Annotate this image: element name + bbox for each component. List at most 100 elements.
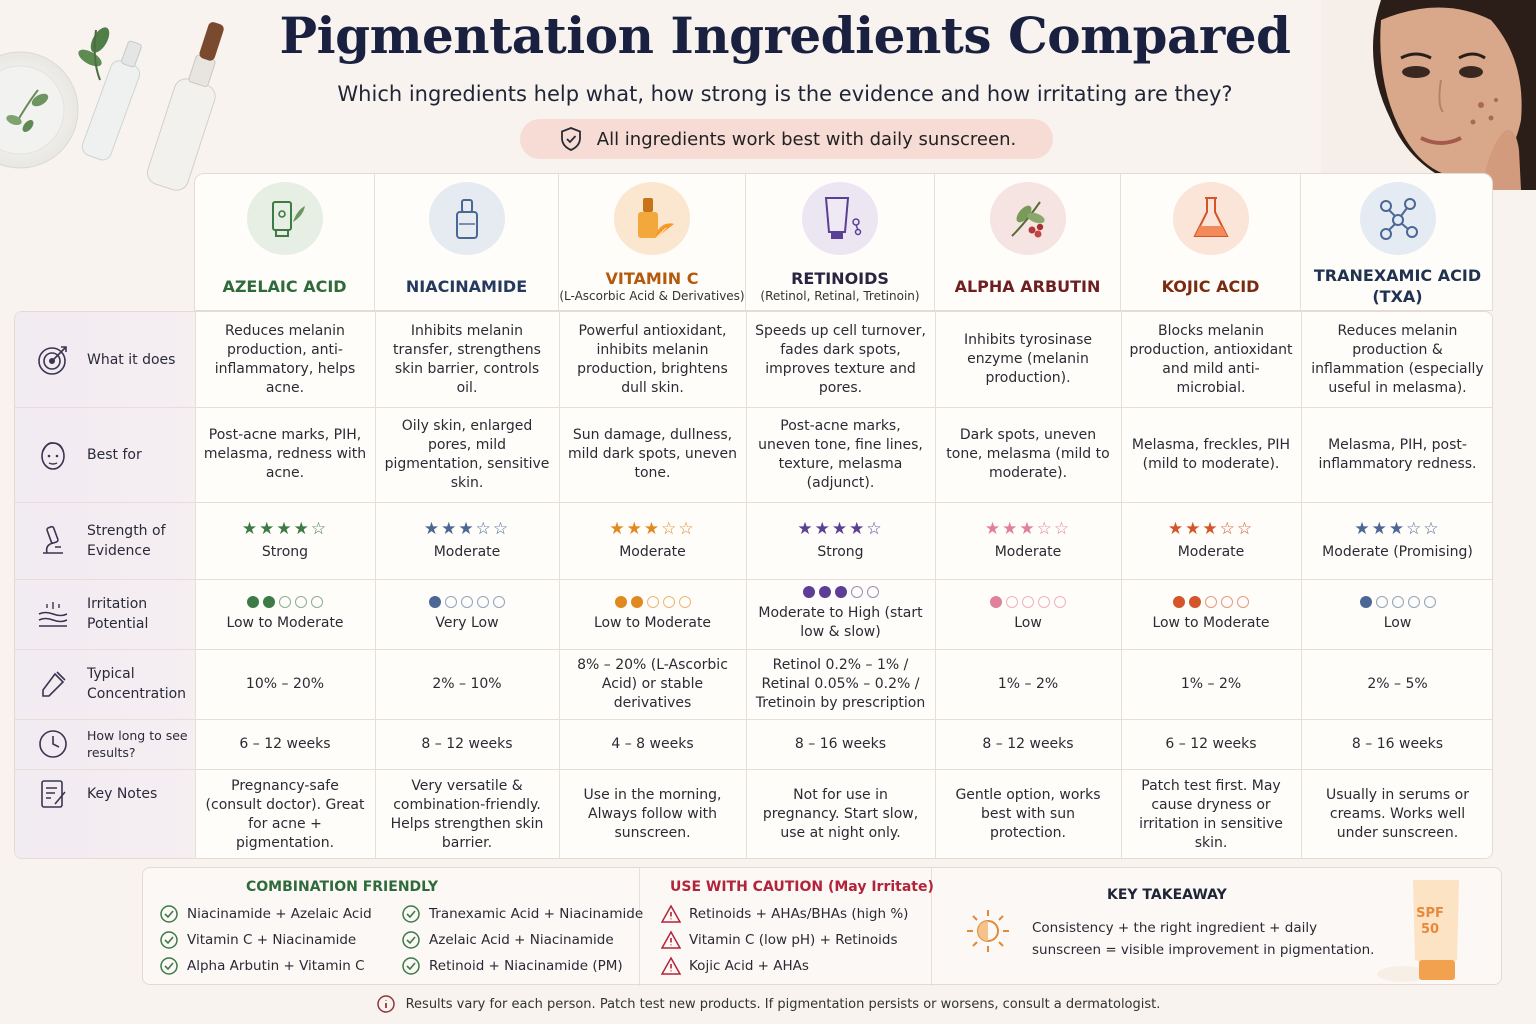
irritation-dots	[1173, 595, 1249, 608]
cell-best: Sun damage, dullness, mild dark spots, u…	[567, 427, 738, 481]
cell-timeline: 6 – 12 weeks	[1165, 735, 1257, 752]
caution-item: Retinoids + AHAs/BHAs (high %)	[661, 904, 908, 924]
cell-timeline: 4 – 8 weeks	[611, 735, 694, 752]
row-label-concentration: Typical Concentration	[15, 649, 195, 719]
irritation-dot	[279, 595, 291, 608]
cell-notes: Pregnancy-safe (consult doctor). Great f…	[205, 777, 365, 851]
warning-triangle-icon	[661, 904, 681, 923]
combination-title: COMBINATION FRIENDLY	[246, 879, 439, 895]
irritation-dot	[461, 595, 473, 608]
column-header: RETINOIDS (Retinol, Retinal, Tretinoin)	[746, 174, 935, 312]
takeaway-title: KEY TAKEAWAY	[1107, 887, 1227, 903]
cell-best: Dark spots, uneven tone, melasma (mild t…	[946, 427, 1110, 481]
irritation-dot	[1205, 595, 1217, 608]
combination-item: Alpha Arbutin + Vitamin C	[159, 956, 365, 976]
sun-shield-icon	[967, 910, 1009, 952]
combination-item: Tranexamic Acid + Niacinamide	[401, 904, 643, 924]
column-header: TRANEXAMIC ACID (TXA)	[1301, 174, 1494, 312]
bearberry-leaf-icon	[989, 182, 1066, 255]
cell-notes: Not for use in pregnancy. Start slow, us…	[762, 787, 919, 841]
sunscreen-tube-illustration	[1377, 880, 1459, 982]
combination-item: Niacinamide + Azelaic Acid	[159, 904, 372, 924]
rating-stars: ★★★☆☆	[423, 519, 511, 539]
dropper-icon	[35, 666, 71, 702]
flask-icon	[1172, 182, 1249, 255]
retinoid-tube-icon	[802, 182, 878, 255]
table-header: AZELAIC ACID NIACINAMIDE VITAMIN C (L-Ascor…	[194, 173, 1494, 312]
irritation-dot	[263, 595, 275, 608]
cell-notes: Patch test first. May cause dryness or i…	[1139, 777, 1283, 851]
sunscreen-note: All ingredients work best with daily sun…	[520, 119, 1053, 159]
check-circle-icon	[160, 931, 178, 949]
dropper-bottle-icon	[428, 182, 505, 255]
cell-concentration: 2% – 5%	[1367, 675, 1428, 692]
cell-what: Inhibits tyrosinase enzyme (melanin prod…	[963, 332, 1093, 386]
cell-irritation: Low to Moderate	[195, 579, 375, 649]
irritation-dot	[429, 595, 441, 608]
cell-irritation: Low to Moderate	[559, 579, 746, 649]
irritation-dots	[614, 595, 691, 608]
cell-best: Post-acne marks, uneven tone, fine lines…	[758, 417, 923, 491]
combination-item: Retinoid + Niacinamide (PM)	[401, 956, 623, 976]
sunscreen-note-text: All ingredients work best with daily sun…	[596, 128, 1017, 150]
irritation-dot	[247, 595, 259, 608]
target-icon	[35, 342, 71, 378]
cell-best: Post-acne marks, PIH, melasma, redness w…	[203, 427, 367, 481]
irritation-dot	[493, 595, 505, 608]
row-label-what: What it does	[15, 312, 195, 407]
shield-check-icon	[560, 127, 581, 151]
irritation-dot	[445, 595, 457, 608]
irritation-dot	[1391, 595, 1404, 608]
cell-concentration: 1% – 2%	[1180, 675, 1242, 692]
cell-what: Inhibits melanin transfer, strengthens s…	[393, 322, 541, 396]
irritation-dot	[1189, 595, 1201, 608]
ingredient-name: VITAMIN C (L-Ascorbic Acid & Derivatives)	[559, 269, 745, 304]
cell-evidence: ★★★☆☆ Moderate	[609, 519, 696, 560]
skin-layers-icon	[35, 596, 71, 632]
ingredient-name: TRANEXAMIC ACID (TXA)	[1313, 266, 1482, 307]
irritation-dots	[802, 586, 879, 598]
cell-best: Melasma, PIH, post-inflammatory redness.	[1318, 436, 1477, 472]
notes-icon	[35, 776, 71, 812]
page-subtitle: Which ingredients help what, how strong …	[337, 82, 1233, 106]
irritation-dot	[1237, 595, 1249, 608]
column-header: ALPHA ARBUTIN	[935, 174, 1121, 312]
cell-timeline: 6 – 12 weeks	[239, 735, 331, 752]
row-label-timeline: How long to see results?	[15, 719, 195, 769]
irritation-dot	[646, 595, 659, 608]
cell-concentration: Retinol 0.2% – 1% / Retinal 0.05% – 0.2%…	[755, 656, 926, 711]
irritation-dots	[990, 595, 1066, 608]
cell-evidence: ★★★★☆ Strong	[241, 519, 329, 560]
face-illustration	[1321, 0, 1536, 190]
irritation-dot	[866, 586, 879, 598]
takeaway-text: Consistency + the right ingredient + dai…	[1032, 920, 1375, 958]
cell-notes: Very versatile & combination-friendly. H…	[390, 777, 544, 851]
warning-triangle-icon	[661, 930, 681, 949]
cell-what: Reduces melanin production & inflammatio…	[1311, 322, 1484, 396]
check-circle-icon	[402, 931, 420, 949]
irritation-dots	[247, 595, 323, 608]
irritation-dot	[662, 595, 675, 608]
cell-timeline: 8 – 12 weeks	[421, 735, 513, 752]
irritation-dot	[1006, 595, 1018, 608]
cell-notes: Usually in serums or creams. Works well …	[1326, 787, 1469, 841]
caution-title: USE WITH CAUTION (May Irritate)	[670, 879, 934, 895]
combination-item: Azelaic Acid + Niacinamide	[401, 930, 614, 950]
rating-stars: ★★★☆☆	[609, 519, 696, 539]
ingredient-name: KOJIC ACID	[1161, 276, 1260, 296]
rating-stars: ★★★☆☆	[984, 519, 1072, 539]
irritation-dot	[802, 586, 815, 598]
cell-concentration: 10% – 20%	[245, 675, 325, 692]
page-title: Pigmentation Ingredients Compared	[279, 6, 1291, 65]
row-labels-column	[15, 312, 195, 858]
cell-notes: Use in the morning, Always follow with s…	[583, 787, 722, 841]
serum-bottles-illustration	[0, 22, 224, 191]
check-circle-icon	[402, 957, 420, 975]
cell-timeline: 8 – 12 weeks	[982, 735, 1074, 752]
cell-best: Oily skin, enlarged pores, mild pigmenta…	[384, 417, 550, 491]
irritation-dot	[1054, 595, 1066, 608]
column-header: AZELAIC ACID	[195, 174, 375, 312]
irritation-dots	[1359, 595, 1436, 608]
irritation-dot	[630, 595, 643, 608]
